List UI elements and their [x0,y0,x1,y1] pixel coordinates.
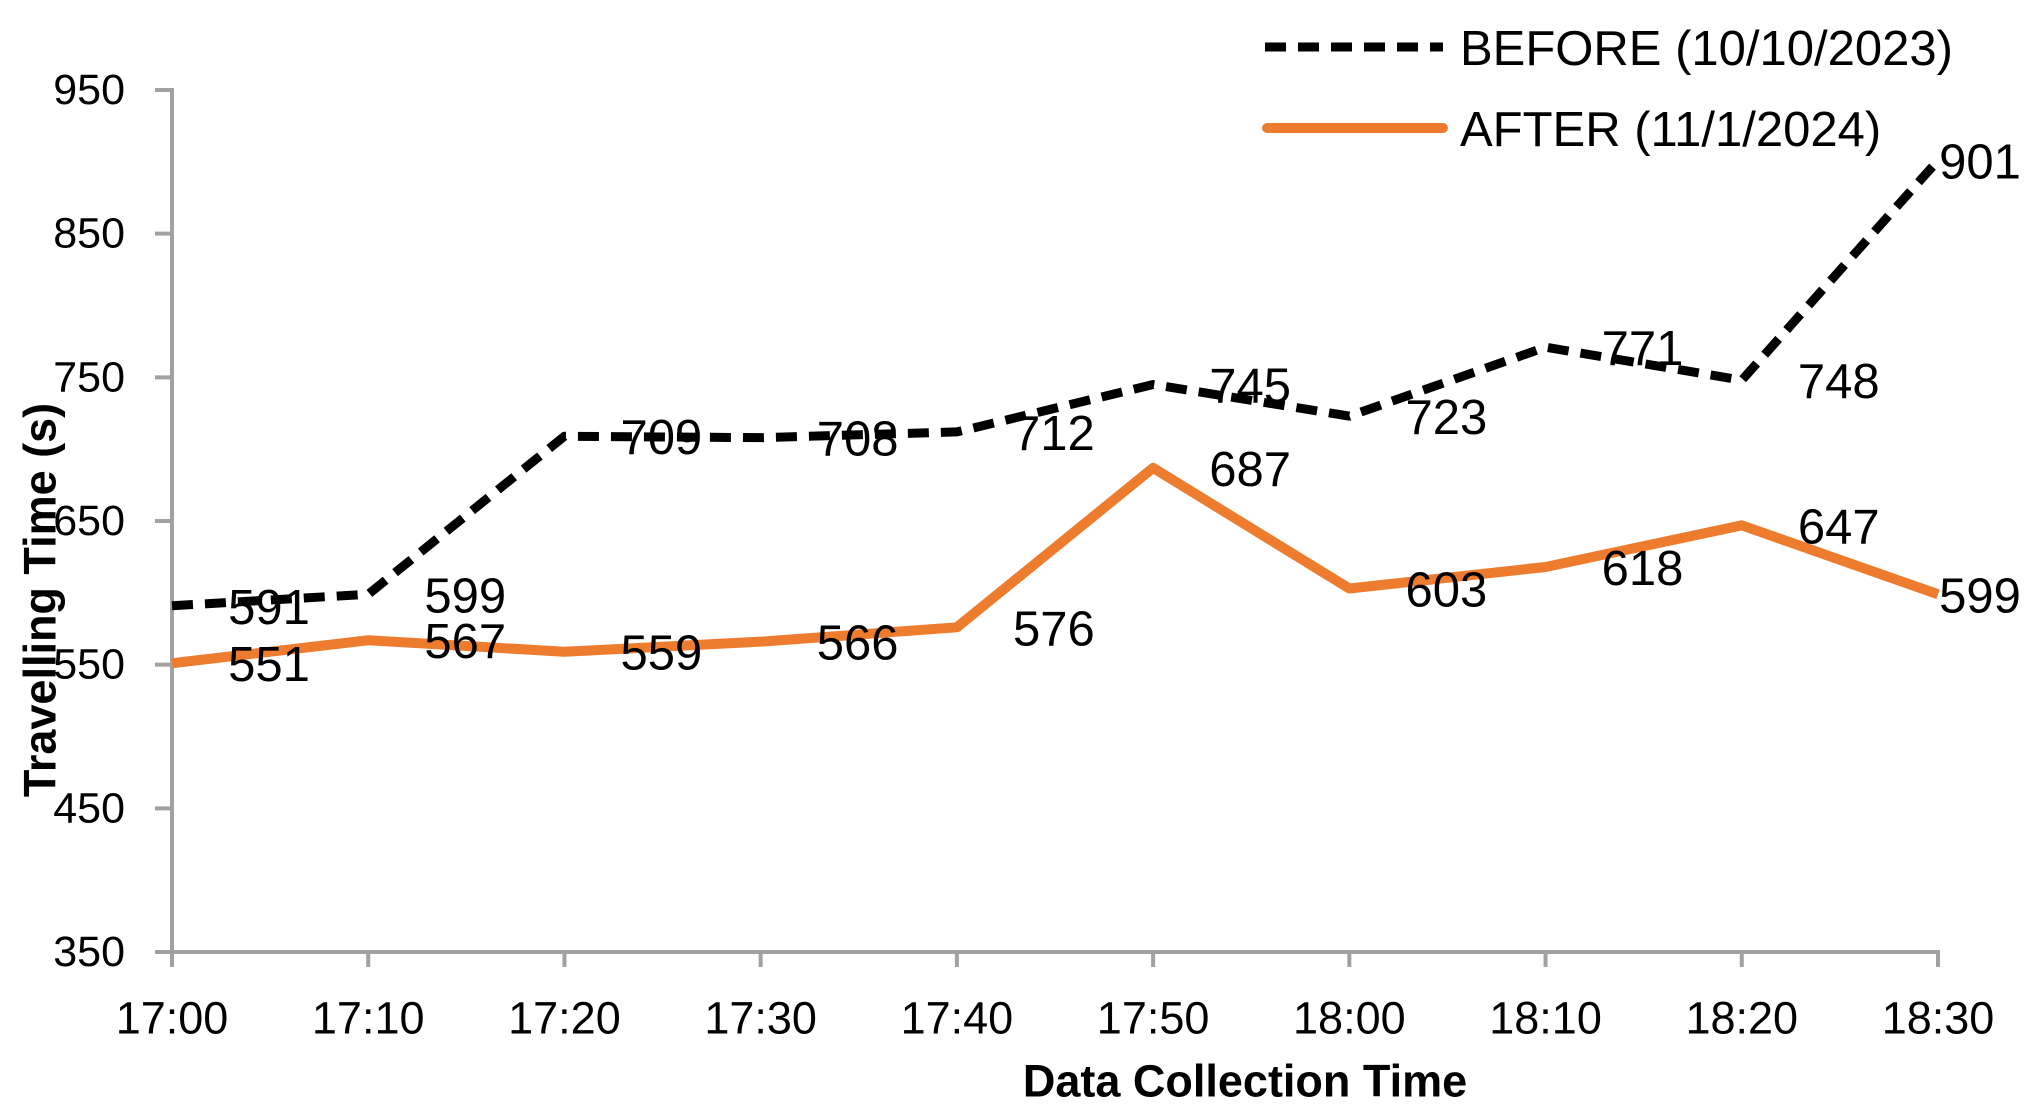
x-tick-label-18:30: 18:30 [1882,993,1995,1044]
data-label-before-18:10: 771 [1602,322,1684,376]
x-tick-label-17:00: 17:00 [116,993,229,1044]
x-tick-label-17:20: 17:20 [508,993,621,1044]
x-tick-label-18:00: 18:00 [1293,993,1406,1044]
y-tick-label-950: 950 [53,66,125,114]
data-label-before-18:30: 901 [1939,135,2021,189]
before-series-line [171,157,1942,611]
data-label-after-17:20: 559 [621,627,703,681]
data-label-before-17:30: 708 [817,413,899,467]
x-tick-label-17:10: 17:10 [312,993,425,1044]
legend-label-before: BEFORE (10/10/2023) [1460,22,1953,76]
y-tick-label-550: 550 [53,641,125,689]
data-label-before-17:00: 591 [228,581,310,635]
y-axis-title: Travelling Time (s) [15,403,66,797]
data-label-after-18:00: 603 [1405,564,1487,618]
data-label-before-17:10: 599 [424,569,506,623]
data-label-after-17:40: 576 [1013,602,1095,656]
y-tick-label-350: 350 [53,928,125,976]
data-label-after-17:00: 551 [228,638,310,692]
y-tick-label-450: 450 [53,784,125,832]
data-label-after-18:30: 599 [1939,569,2021,623]
legend: BEFORE (10/10/2023) AFTER (11/1/2024) [1262,22,1953,157]
data-label-after-17:30: 566 [817,617,899,671]
y-tick-label-650: 650 [53,497,125,545]
y-tick-label-750: 750 [53,353,125,401]
after-series-line [171,462,1940,669]
data-label-after-18:10: 618 [1602,542,1684,596]
data-label-before-17:40: 712 [1013,407,1095,461]
data-label-after-17:10: 567 [424,615,506,669]
data-label-before-18:20: 748 [1798,355,1880,409]
x-axis-title: Data Collection Time [1023,1056,1467,1107]
plot-area: 350 450 550 650 750 850 950 17:00 17:10 17:20 17:3… [53,66,2021,1044]
y-tick-label-850: 850 [53,210,125,258]
x-tick-label-17:30: 17:30 [704,993,817,1044]
x-tick-label-17:50: 17:50 [1097,993,1210,1044]
data-label-before-18:00: 723 [1405,391,1487,445]
data-label-before-17:20: 709 [621,411,703,465]
data-label-before-17:50: 745 [1209,360,1291,414]
x-tick-label-18:20: 18:20 [1685,993,1798,1044]
x-tick-label-18:10: 18:10 [1489,993,1602,1044]
x-tick-label-17:40: 17:40 [901,993,1014,1044]
legend-label-after: AFTER (11/1/2024) [1460,103,1881,157]
data-label-after-18:20: 647 [1798,500,1880,554]
data-label-after-17:50: 687 [1209,443,1291,497]
